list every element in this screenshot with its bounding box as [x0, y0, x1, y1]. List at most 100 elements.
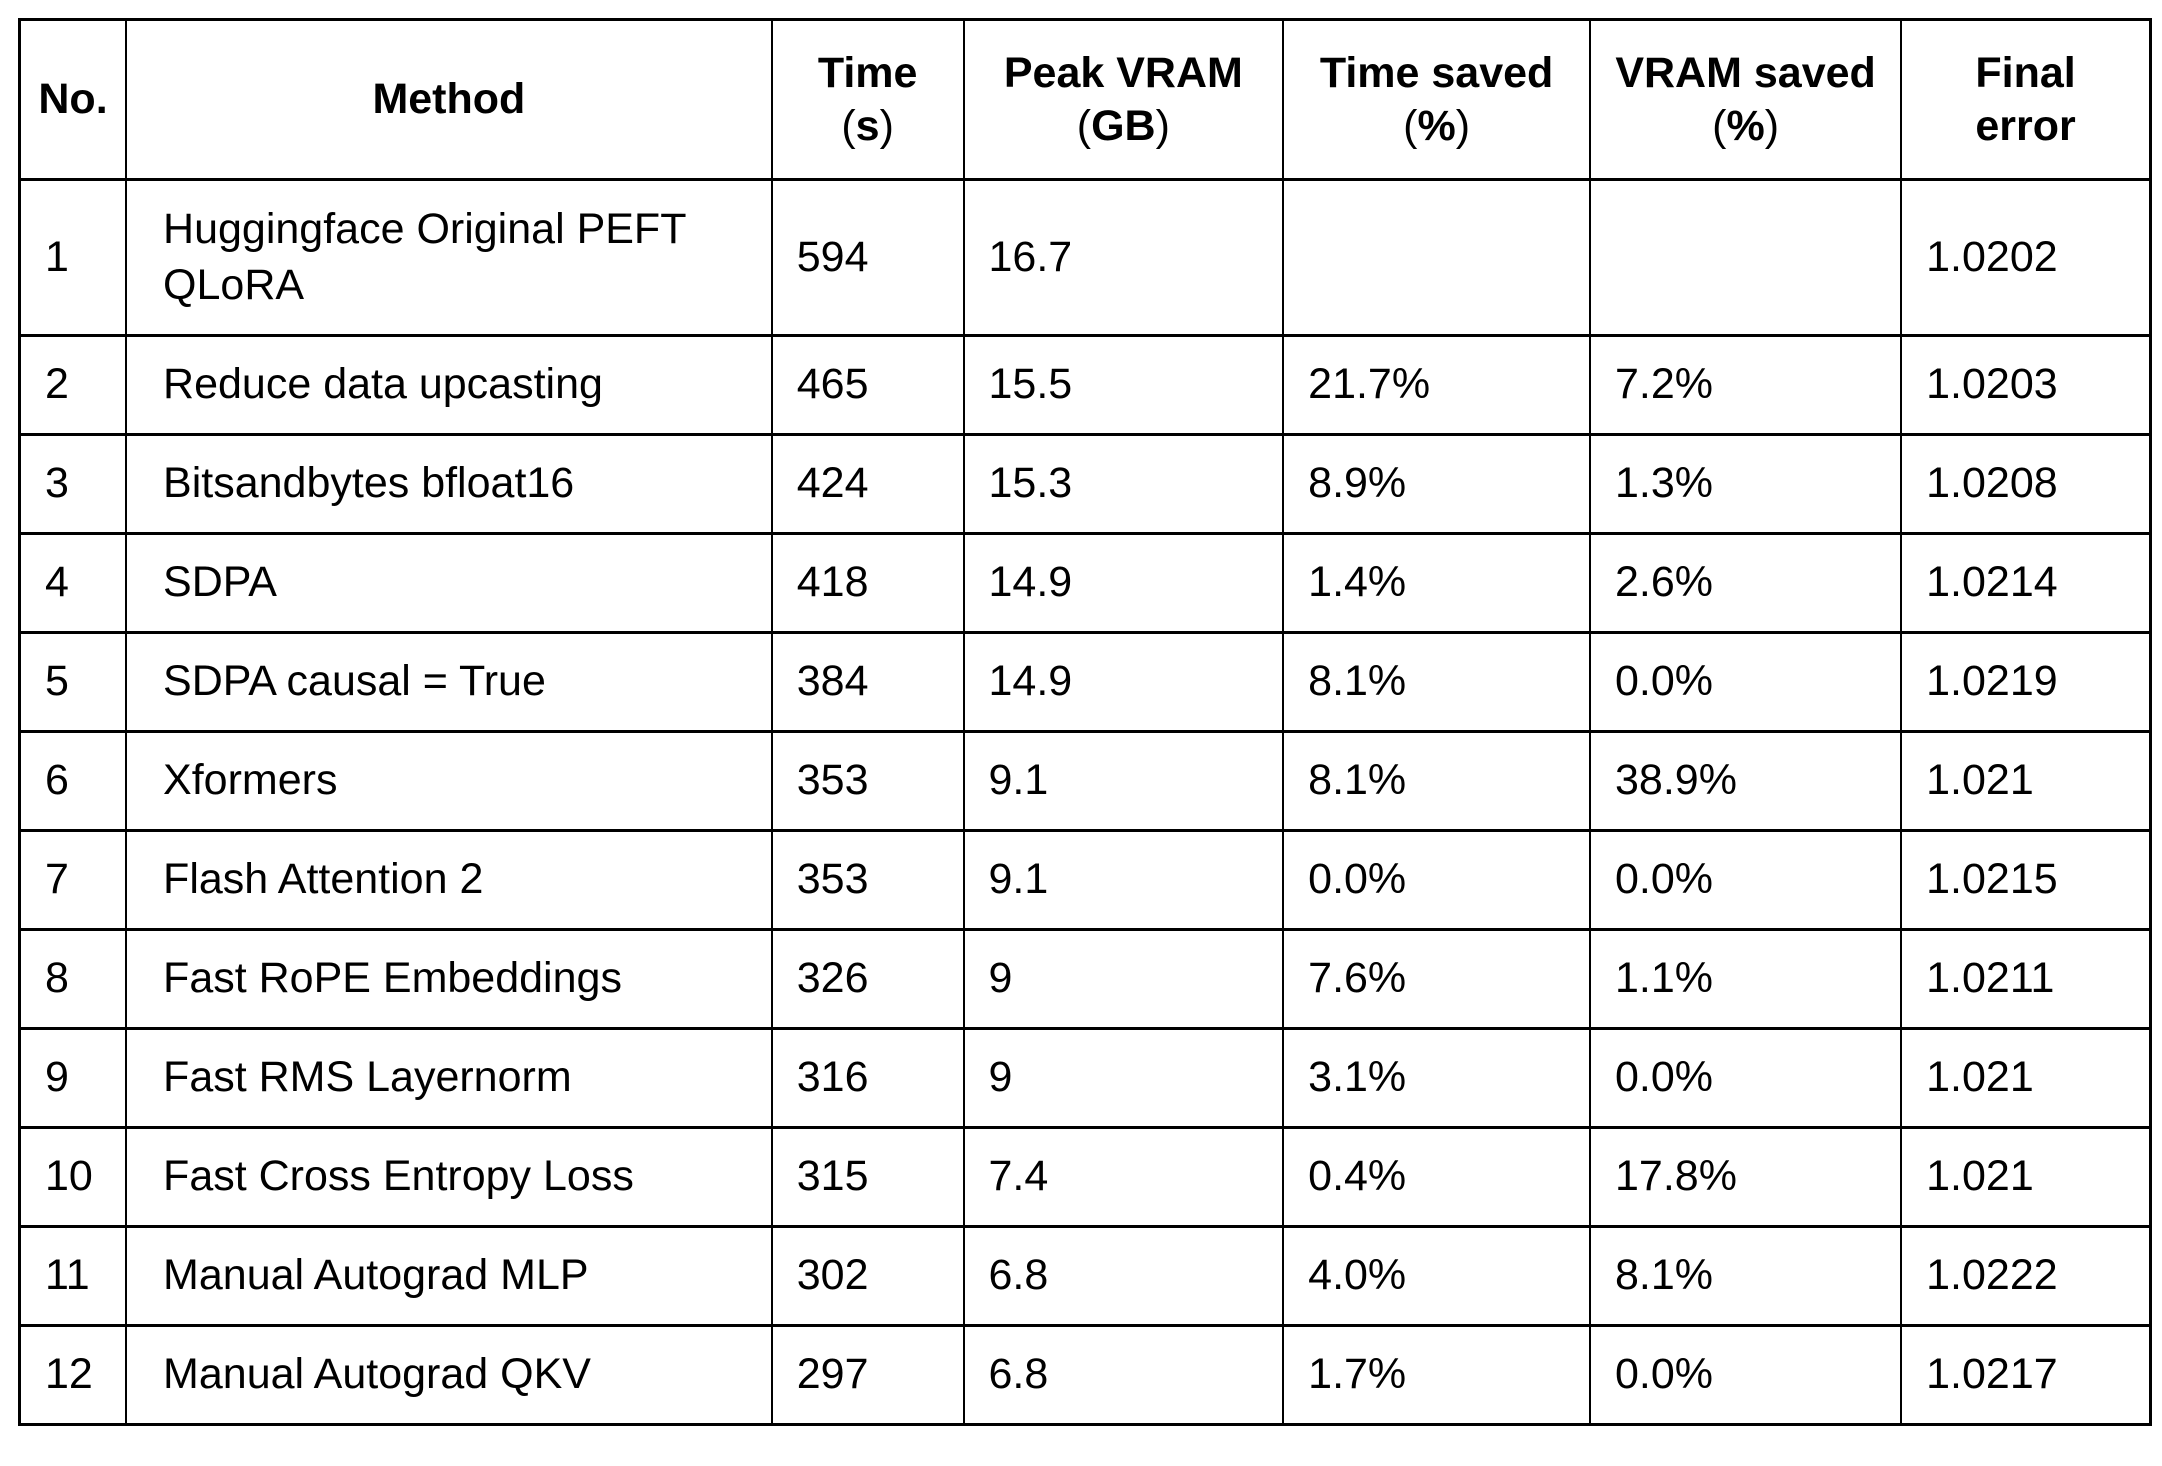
- cell-method: Flash Attention 2: [125, 829, 772, 930]
- cell-method: Xformers: [125, 730, 772, 831]
- column-header-method: Method: [125, 18, 772, 180]
- column-header-unit: (%): [1712, 101, 1780, 150]
- cell-vram-saved: 8.1%: [1589, 1225, 1902, 1326]
- cell-no: 12: [18, 1324, 127, 1425]
- cell-no: 4: [18, 532, 127, 633]
- cell-final-error: 1.0203: [1900, 334, 2151, 435]
- column-header-label: Time: [817, 49, 918, 98]
- cell-vram-saved: 0.0%: [1589, 829, 1902, 930]
- cell-no: 5: [18, 631, 127, 732]
- cell-time-saved: 21.7%: [1282, 334, 1591, 435]
- cell-no: 6: [18, 730, 127, 831]
- table-row: 2 Reduce data upcasting 465 15.5 21.7% 7.2% 1.…: [18, 334, 2151, 435]
- cell-final-error: 1.0208: [1900, 433, 2151, 534]
- cell-vram-saved: 38.9%: [1589, 730, 1902, 831]
- cell-time: 418: [770, 532, 964, 633]
- column-header-label: Time saved: [1319, 49, 1554, 98]
- cell-vram-saved: 7.2%: [1589, 334, 1902, 435]
- cell-time: 297: [770, 1324, 964, 1425]
- column-header-time: Time (s): [770, 18, 964, 180]
- column-header-no: No.: [18, 18, 127, 180]
- cell-method: Reduce data upcasting: [125, 334, 772, 435]
- column-header-vram-saved: VRAM saved (%): [1589, 18, 1902, 180]
- cell-final-error: 1.021: [1900, 730, 2151, 831]
- cell-time: 353: [770, 730, 964, 831]
- cell-peak-vram: 9: [962, 928, 1284, 1029]
- column-header-unit: (s): [841, 101, 894, 150]
- table-row: 6 Xformers 353 9.1 8.1% 38.9% 1.021: [18, 730, 2151, 831]
- cell-time-saved: 3.1%: [1282, 1027, 1591, 1128]
- cell-peak-vram: 14.9: [962, 532, 1284, 633]
- cell-method: SDPA causal = True: [125, 631, 772, 732]
- cell-time-saved: 7.6%: [1282, 928, 1591, 1029]
- cell-vram-saved: 17.8%: [1589, 1126, 1902, 1227]
- cell-peak-vram: 16.7: [962, 178, 1284, 336]
- cell-time: 594: [770, 178, 964, 336]
- cell-method: Fast RoPE Embeddings: [125, 928, 772, 1029]
- cell-vram-saved: 0.0%: [1589, 1027, 1902, 1128]
- cell-vram-saved: 0.0%: [1589, 1324, 1902, 1425]
- cell-peak-vram: 9.1: [962, 829, 1284, 930]
- table-row: 10 Fast Cross Entropy Loss 315 7.4 0.4% 17.8%…: [18, 1126, 2151, 1227]
- table-row: 8 Fast RoPE Embeddings 326 9 7.6% 1.1% 1.0211: [18, 928, 2151, 1029]
- cell-time-saved: 1.7%: [1282, 1324, 1591, 1425]
- cell-vram-saved: 1.1%: [1589, 928, 1902, 1029]
- cell-time-saved: 4.0%: [1282, 1225, 1591, 1326]
- column-header-label: Peak VRAM: [1003, 49, 1243, 98]
- cell-time: 315: [770, 1126, 964, 1227]
- cell-no: 8: [18, 928, 127, 1029]
- cell-vram-saved: [1589, 178, 1902, 336]
- column-header-unit: (%): [1403, 101, 1471, 150]
- table-row: 1 Huggingface Original PEFT QLoRA 594 16.7 1…: [18, 178, 2151, 336]
- cell-final-error: 1.0219: [1900, 631, 2151, 732]
- cell-no: 7: [18, 829, 127, 930]
- cell-method: SDPA: [125, 532, 772, 633]
- cell-vram-saved: 2.6%: [1589, 532, 1902, 633]
- cell-time-saved: 8.1%: [1282, 631, 1591, 732]
- table-row: 5 SDPA causal = True 384 14.9 8.1% 0.0% 1.0219: [18, 631, 2151, 732]
- cell-peak-vram: 7.4: [962, 1126, 1284, 1227]
- column-header-label: No.: [38, 75, 108, 124]
- cell-final-error: 1.0211: [1900, 928, 2151, 1029]
- cell-final-error: 1.0222: [1900, 1225, 2151, 1326]
- benchmark-table-page: No. Method Time (s) Peak VRAM (GB) Time saved(…: [18, 18, 2152, 1426]
- column-header-label: Method: [372, 75, 526, 124]
- table-row: 12 Manual Autograd QKV 297 6.8 1.7% 0.0% 1.021…: [18, 1324, 2151, 1425]
- cell-time-saved: 0.0%: [1282, 829, 1591, 930]
- column-header-final-error: Final error: [1900, 18, 2151, 180]
- cell-time-saved: 0.4%: [1282, 1126, 1591, 1227]
- cell-time-saved: 1.4%: [1282, 532, 1591, 633]
- cell-final-error: 1.021: [1900, 1027, 2151, 1128]
- cell-no: 1: [18, 178, 127, 336]
- cell-peak-vram: 9.1: [962, 730, 1284, 831]
- cell-peak-vram: 15.5: [962, 334, 1284, 435]
- cell-no: 9: [18, 1027, 127, 1128]
- cell-final-error: 1.0214: [1900, 532, 2151, 633]
- cell-vram-saved: 1.3%: [1589, 433, 1902, 534]
- cell-final-error: 1.021: [1900, 1126, 2151, 1227]
- cell-peak-vram: 15.3: [962, 433, 1284, 534]
- column-header-peak-vram: Peak VRAM (GB): [962, 18, 1284, 180]
- cell-peak-vram: 6.8: [962, 1324, 1284, 1425]
- cell-final-error: 1.0217: [1900, 1324, 2151, 1425]
- column-header-unit: (GB): [1076, 101, 1170, 150]
- table-header: No. Method Time (s) Peak VRAM (GB) Time saved(…: [18, 18, 2151, 180]
- column-header-time-saved: Time saved (%): [1282, 18, 1591, 180]
- cell-peak-vram: 6.8: [962, 1225, 1284, 1326]
- cell-method: Manual Autograd QKV: [125, 1324, 772, 1425]
- cell-time: 465: [770, 334, 964, 435]
- table-row: 3 Bitsandbytes bfloat16 424 15.3 8.9% 1.3% 1.0…: [18, 433, 2151, 534]
- cell-no: 3: [18, 433, 127, 534]
- benchmark-table: No. Method Time (s) Peak VRAM (GB) Time saved(…: [18, 18, 2152, 1426]
- cell-time-saved: 8.9%: [1282, 433, 1591, 534]
- cell-time: 384: [770, 631, 964, 732]
- cell-method: Huggingface Original PEFT QLoRA: [125, 178, 772, 336]
- cell-peak-vram: 14.9: [962, 631, 1284, 732]
- table-row: 11 Manual Autograd MLP 302 6.8 4.0% 8.1% 1.022…: [18, 1225, 2151, 1326]
- cell-no: 10: [18, 1126, 127, 1227]
- table-body: 1 Huggingface Original PEFT QLoRA 594 16.7 1…: [18, 178, 2151, 1425]
- cell-no: 2: [18, 334, 127, 435]
- header-row: No. Method Time (s) Peak VRAM (GB) Time saved(…: [18, 18, 2151, 180]
- cell-time-saved: [1282, 178, 1591, 336]
- cell-peak-vram: 9: [962, 1027, 1284, 1128]
